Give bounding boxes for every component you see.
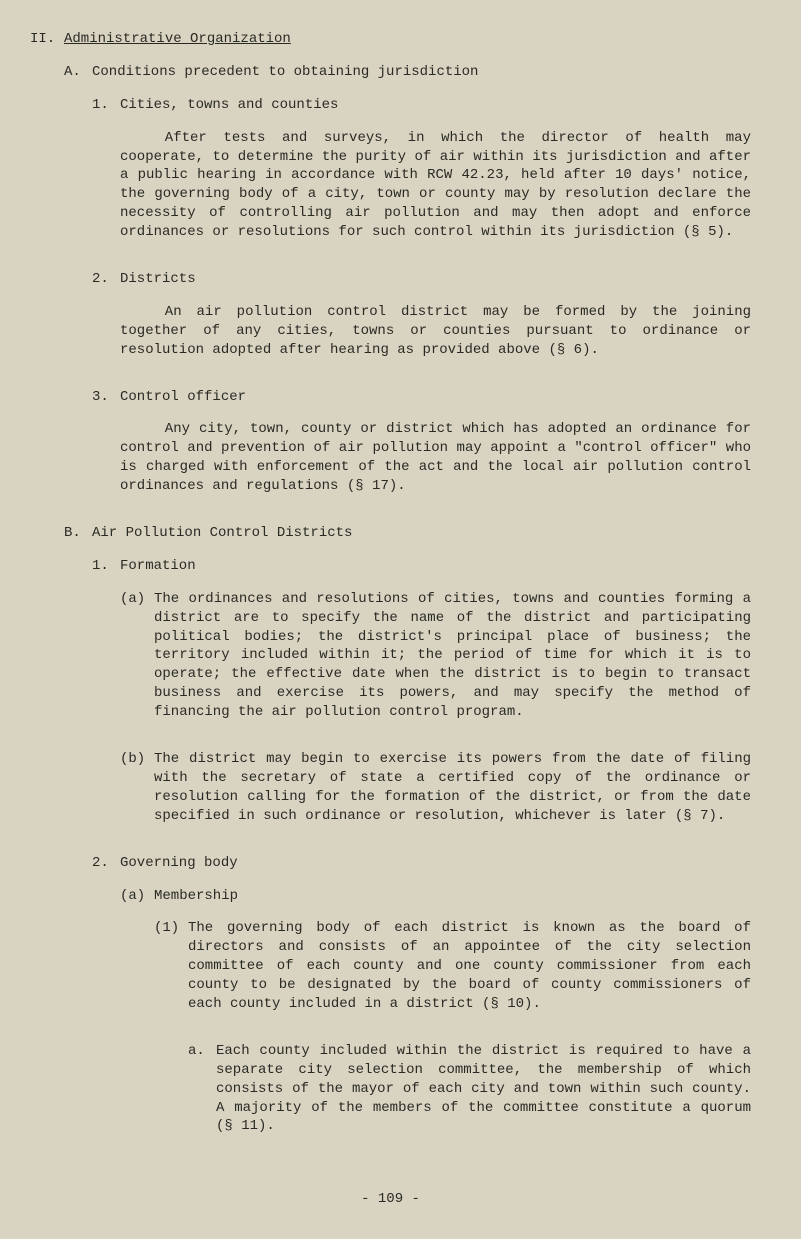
item-B2a-row: (a) Membership bbox=[30, 887, 751, 906]
item-B1b-row: (b) The district may begin to exercise i… bbox=[30, 750, 751, 840]
item-A1-para-row: After tests and surveys, in which the di… bbox=[30, 129, 751, 256]
item-A1-row: 1. Cities, towns and counties bbox=[30, 96, 751, 115]
item-B2a1-para: The governing body of each district is k… bbox=[188, 919, 751, 1013]
page: II. Administrative Organization A. Condi… bbox=[0, 0, 801, 1239]
item-B1-row: 1. Formation bbox=[30, 557, 751, 576]
item-B2-num: 2. bbox=[92, 854, 120, 873]
item-B2a1a-para: Each county included within the district… bbox=[216, 1042, 751, 1136]
item-B1b-para: The district may begin to exercise its p… bbox=[154, 750, 751, 826]
item-B2a-label: (a) bbox=[120, 887, 154, 906]
item-B2a-title: Membership bbox=[154, 887, 751, 906]
item-A2-num: 2. bbox=[92, 270, 120, 289]
item-A3-row: 3. Control officer bbox=[30, 388, 751, 407]
item-B2a1a-label: a. bbox=[188, 1042, 216, 1150]
item-B1b-label: (b) bbox=[120, 750, 154, 840]
section-title: Administrative Organization bbox=[64, 31, 291, 47]
item-A1-para: After tests and surveys, in which the di… bbox=[120, 129, 751, 242]
item-A3-para-row: Any city, town, county or district which… bbox=[30, 420, 751, 510]
page-number: - 109 - bbox=[30, 1190, 751, 1209]
item-A2-para-row: An air pollution control district may be… bbox=[30, 303, 751, 374]
roman-numeral: II. bbox=[30, 30, 64, 49]
item-B-row: B. Air Pollution Control Districts bbox=[30, 524, 751, 543]
item-A2-row: 2. Districts bbox=[30, 270, 751, 289]
item-B2-row: 2. Governing body bbox=[30, 854, 751, 873]
item-B-label: B. bbox=[64, 524, 92, 543]
item-A3-para: Any city, town, county or district which… bbox=[120, 420, 751, 496]
item-B2a1-label: (1) bbox=[154, 919, 188, 1027]
item-B1-title: Formation bbox=[120, 557, 751, 576]
item-B1a-para: The ordinances and resolutions of cities… bbox=[154, 590, 751, 722]
item-A3-num: 3. bbox=[92, 388, 120, 407]
item-B1-num: 1. bbox=[92, 557, 120, 576]
item-A-label: A. bbox=[64, 63, 92, 82]
item-B2a1a-row: a. Each county included within the distr… bbox=[30, 1042, 751, 1150]
item-A1-title: Cities, towns and counties bbox=[120, 96, 751, 115]
item-B2-title: Governing body bbox=[120, 854, 751, 873]
item-A-row: A. Conditions precedent to obtaining jur… bbox=[30, 63, 751, 82]
item-A2-title: Districts bbox=[120, 270, 751, 289]
item-B1a-label: (a) bbox=[120, 590, 154, 736]
item-B1a-row: (a) The ordinances and resolutions of ci… bbox=[30, 590, 751, 736]
item-B-title: Air Pollution Control Districts bbox=[92, 524, 751, 543]
section-header-row: II. Administrative Organization bbox=[30, 30, 751, 49]
item-B2a1-row: (1) The governing body of each district … bbox=[30, 919, 751, 1027]
item-A3-title: Control officer bbox=[120, 388, 751, 407]
item-A2-para: An air pollution control district may be… bbox=[120, 303, 751, 360]
item-A1-num: 1. bbox=[92, 96, 120, 115]
item-A-title: Conditions precedent to obtaining jurisd… bbox=[92, 63, 751, 82]
